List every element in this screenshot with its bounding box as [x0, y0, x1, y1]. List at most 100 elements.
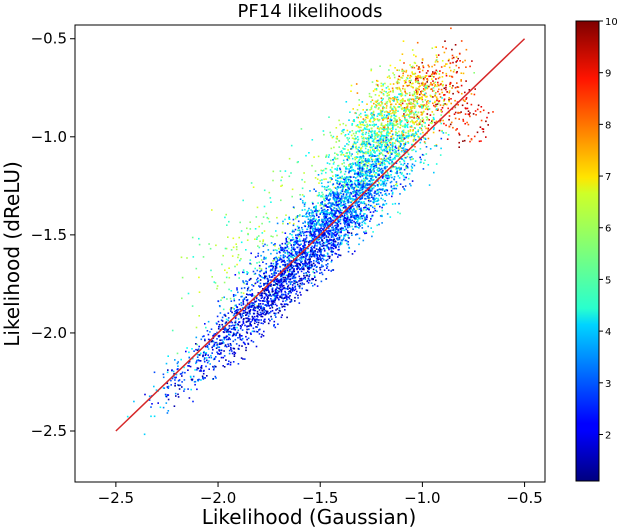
scatter-point — [364, 119, 367, 121]
scatter-point — [450, 69, 452, 72]
scatter-point — [407, 135, 410, 137]
scatter-point — [289, 259, 291, 262]
scatter-point — [233, 298, 235, 300]
scatter-point — [413, 164, 416, 167]
scatter-point — [332, 228, 335, 230]
scatter-point — [386, 94, 389, 97]
scatter-point — [208, 368, 210, 370]
scatter-point — [283, 272, 285, 275]
scatter-point — [415, 131, 417, 133]
scatter-point — [367, 162, 370, 164]
scatter-point — [392, 149, 394, 152]
scatter-point — [415, 117, 418, 119]
scatter-point — [411, 93, 414, 96]
scatter-point — [369, 220, 371, 222]
scatter-point — [386, 128, 389, 130]
scatter-point — [341, 242, 343, 244]
scatter-point — [375, 83, 378, 86]
scatter-point — [391, 148, 394, 151]
scatter-point — [438, 73, 441, 75]
scatter-point — [351, 153, 353, 155]
scatter-point — [295, 216, 298, 218]
scatter-point — [353, 198, 355, 201]
scatter-point — [354, 210, 357, 213]
scatter-point — [390, 97, 392, 100]
scatter-point — [284, 305, 286, 308]
scatter-point — [308, 274, 311, 276]
scatter-point — [366, 151, 369, 153]
scatter-point — [350, 192, 353, 195]
scatter-point — [359, 155, 362, 158]
scatter-point — [419, 85, 421, 87]
scatter-point — [369, 171, 372, 173]
scatter-point — [198, 345, 200, 348]
scatter-point — [381, 215, 383, 218]
scatter-point — [337, 229, 340, 231]
scatter-point — [424, 84, 427, 87]
scatter-point — [407, 74, 409, 77]
scatter-point — [367, 125, 369, 127]
scatter-point — [354, 112, 357, 114]
scatter-point — [359, 147, 362, 150]
scatter-point — [242, 269, 245, 271]
scatter-point — [228, 360, 230, 363]
scatter-point — [425, 75, 428, 77]
scatter-point — [326, 212, 328, 214]
scatter-point — [332, 203, 334, 205]
scatter-point — [276, 257, 278, 260]
scatter-point — [359, 211, 362, 214]
scatter-point — [368, 184, 370, 186]
scatter-point — [273, 324, 275, 326]
scatter-point — [271, 269, 274, 271]
scatter-point — [328, 220, 330, 223]
scatter-point — [306, 251, 308, 254]
scatter-point — [330, 270, 332, 272]
scatter-point — [329, 212, 332, 214]
scatter-point — [287, 296, 289, 299]
scatter-point — [366, 178, 369, 180]
scatter-point — [304, 221, 306, 224]
scatter-point — [329, 220, 331, 223]
scatter-point — [221, 263, 223, 266]
scatter-point — [262, 306, 264, 309]
scatter-point — [408, 108, 410, 111]
scatter-point — [405, 107, 407, 110]
scatter-point — [420, 111, 422, 114]
scatter-point — [242, 280, 244, 282]
scatter-point — [347, 143, 350, 146]
scatter-point — [378, 194, 380, 197]
scatter-point — [344, 233, 347, 236]
scatter-point — [313, 255, 316, 258]
scatter-point — [249, 332, 252, 334]
scatter-point — [345, 221, 347, 224]
scatter-point — [331, 259, 333, 262]
scatter-point — [339, 208, 341, 211]
scatter-point — [460, 79, 462, 81]
scatter-point — [362, 161, 364, 163]
scatter-point — [345, 183, 348, 186]
scatter-point — [352, 199, 354, 201]
scatter-point — [328, 227, 330, 230]
scatter-point — [275, 267, 278, 269]
scatter-point — [403, 134, 406, 137]
scatter-point — [298, 267, 300, 269]
scatter-point — [229, 308, 231, 311]
scatter-point — [391, 159, 393, 161]
scatter-point — [414, 127, 416, 130]
scatter-point — [393, 187, 395, 190]
scatter-point — [454, 86, 457, 89]
scatter-point — [429, 88, 432, 91]
scatter-point — [400, 95, 403, 97]
scatter-point — [333, 157, 336, 160]
scatter-point — [424, 125, 426, 128]
scatter-point — [352, 197, 354, 200]
scatter-point — [348, 208, 350, 210]
scatter-point — [395, 187, 398, 190]
scatter-point — [362, 186, 364, 188]
scatter-point — [349, 219, 352, 221]
scatter-point — [433, 82, 435, 84]
scatter-point — [196, 343, 198, 346]
scatter-point — [260, 322, 263, 324]
scatter-point — [337, 154, 339, 156]
scatter-point — [422, 77, 425, 80]
